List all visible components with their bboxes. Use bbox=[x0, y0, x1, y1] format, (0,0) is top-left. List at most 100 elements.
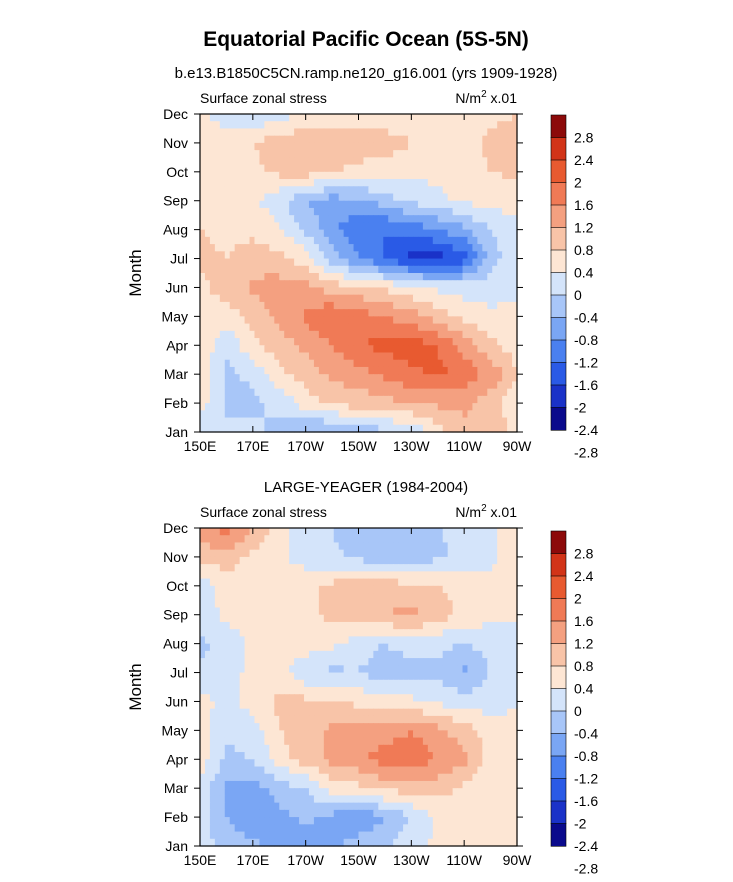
heatmap-cell bbox=[358, 417, 365, 426]
heatmap-cell bbox=[487, 273, 493, 281]
heatmap-cell bbox=[437, 403, 444, 411]
heatmap-cell bbox=[254, 687, 261, 695]
heatmap-cell bbox=[403, 388, 409, 397]
heatmap-cell bbox=[388, 265, 394, 274]
heatmap-cell bbox=[373, 280, 379, 289]
heatmap-cell bbox=[462, 636, 469, 645]
heatmap-cell bbox=[234, 715, 241, 724]
heatmap-cell bbox=[403, 410, 409, 419]
heatmap-cell bbox=[234, 723, 241, 731]
heatmap-cell bbox=[482, 614, 488, 623]
heatmap-cell bbox=[457, 410, 464, 419]
heatmap-cell bbox=[304, 171, 310, 180]
heatmap-cell bbox=[462, 417, 469, 426]
heatmap-cell bbox=[333, 585, 340, 594]
heatmap-cell bbox=[512, 571, 518, 580]
heatmap-cell bbox=[269, 179, 275, 187]
heatmap-cell bbox=[487, 737, 493, 746]
heatmap-cell bbox=[457, 388, 464, 397]
heatmap-cell bbox=[457, 744, 464, 753]
heatmap-cell bbox=[318, 171, 325, 180]
heatmap-cell bbox=[304, 186, 310, 195]
heatmap-cell bbox=[497, 179, 503, 187]
heatmap-cell bbox=[239, 535, 246, 544]
heatmap-cell bbox=[417, 723, 424, 731]
heatmap-cell bbox=[388, 687, 394, 695]
heatmap-cell bbox=[214, 636, 221, 645]
heatmap-cell bbox=[343, 352, 350, 361]
heatmap-cell bbox=[507, 128, 513, 137]
heatmap-cell bbox=[338, 150, 345, 158]
heatmap-cell bbox=[313, 128, 320, 137]
heatmap-cell bbox=[393, 301, 399, 310]
heatmap-cell bbox=[289, 694, 295, 703]
heatmap-cell bbox=[214, 737, 221, 746]
heatmap-cell bbox=[318, 593, 325, 601]
colorbar-box bbox=[550, 159, 567, 184]
heatmap-cell bbox=[412, 737, 419, 746]
heatmap-cell bbox=[289, 244, 295, 252]
heatmap-cell bbox=[497, 679, 503, 688]
heatmap-cell bbox=[408, 701, 414, 710]
heatmap-cell bbox=[299, 359, 305, 368]
heatmap-cell bbox=[299, 556, 305, 565]
heatmap-cell bbox=[219, 128, 226, 137]
heatmap-cell bbox=[467, 614, 474, 623]
heatmap-cell bbox=[383, 658, 389, 666]
heatmap-cell bbox=[412, 679, 419, 688]
heatmap-cell bbox=[294, 150, 300, 158]
heatmap-cell bbox=[279, 687, 285, 695]
heatmap-cell bbox=[403, 679, 409, 688]
heatmap-cell bbox=[219, 222, 226, 231]
heatmap-cell bbox=[353, 607, 360, 616]
heatmap-cell bbox=[512, 388, 518, 397]
heatmap-cell bbox=[447, 701, 454, 710]
heatmap-cell bbox=[442, 737, 449, 746]
heatmap-cell bbox=[393, 549, 399, 558]
heatmap-cell bbox=[393, 135, 399, 144]
heatmap-cell bbox=[313, 723, 320, 731]
heatmap-cell bbox=[432, 135, 439, 144]
heatmap-cell bbox=[442, 352, 449, 361]
heatmap-cell bbox=[442, 424, 449, 433]
heatmap-cell bbox=[363, 359, 369, 368]
heatmap-cell bbox=[294, 593, 300, 601]
heatmap-cell bbox=[462, 179, 469, 187]
heatmap-cell bbox=[462, 157, 469, 166]
heatmap-cell bbox=[299, 164, 305, 173]
heatmap-cell bbox=[328, 600, 335, 609]
heatmap-cell bbox=[200, 388, 206, 397]
heatmap-cell bbox=[373, 366, 379, 375]
heatmap-cell bbox=[383, 114, 389, 122]
heatmap-cell bbox=[224, 309, 231, 317]
heatmap-cell bbox=[318, 345, 325, 354]
heatmap-cell bbox=[398, 374, 404, 383]
heatmap-cell bbox=[229, 280, 236, 289]
heatmap-cell bbox=[249, 280, 256, 289]
heatmap-cell bbox=[239, 585, 246, 594]
heatmap-cell bbox=[437, 128, 444, 137]
heatmap-cell bbox=[412, 672, 419, 681]
heatmap-cell bbox=[507, 585, 513, 594]
heatmap-cell bbox=[338, 403, 345, 411]
heatmap-cell bbox=[239, 207, 246, 216]
heatmap-cell bbox=[422, 542, 429, 551]
heatmap-cell bbox=[462, 301, 469, 310]
heatmap-cell bbox=[512, 287, 518, 296]
heatmap-cell bbox=[308, 679, 315, 688]
heatmap-cell bbox=[368, 294, 374, 303]
heatmap-cell bbox=[507, 643, 513, 652]
heatmap-cell bbox=[274, 417, 280, 426]
heatmap-cell bbox=[219, 600, 226, 609]
heatmap-cell bbox=[408, 585, 414, 594]
heatmap-cell bbox=[254, 323, 261, 332]
heatmap-cell bbox=[507, 424, 513, 433]
heatmap-cell bbox=[289, 222, 295, 231]
heatmap-cell bbox=[239, 215, 246, 224]
heatmap-cell bbox=[452, 665, 459, 674]
heatmap-cell bbox=[269, 424, 275, 433]
heatmap-cell bbox=[249, 258, 256, 267]
heatmap-cell bbox=[244, 229, 251, 238]
heatmap-cell bbox=[502, 556, 508, 565]
heatmap-cell bbox=[313, 752, 320, 760]
